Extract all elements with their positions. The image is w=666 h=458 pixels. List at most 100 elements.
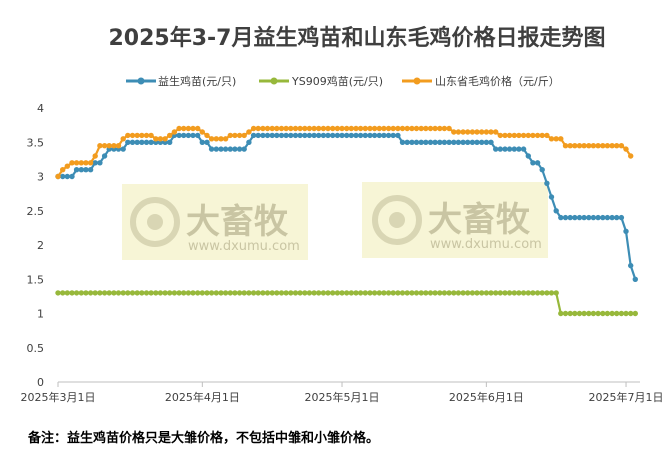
data-point-1 <box>306 290 313 296</box>
data-point-1 <box>511 290 517 296</box>
data-point-0 <box>339 132 345 139</box>
data-point-2 <box>474 129 480 135</box>
data-point-2 <box>460 129 466 135</box>
data-point-2 <box>390 125 396 132</box>
data-point-2 <box>548 136 555 142</box>
data-point-0 <box>274 132 280 139</box>
data-point-2 <box>260 125 266 132</box>
data-point-1 <box>418 290 424 296</box>
data-point-1 <box>590 310 597 317</box>
data-point-1 <box>604 310 611 317</box>
data-point-0 <box>213 146 219 152</box>
data-point-0 <box>409 139 415 145</box>
data-point-2 <box>278 125 285 132</box>
data-point-2 <box>479 129 485 135</box>
data-point-1 <box>385 290 392 296</box>
data-point-0 <box>437 139 443 145</box>
data-point-1 <box>614 310 620 317</box>
data-point-1 <box>120 290 126 296</box>
x-axis: 2025年3月1日 2025年4月1日 2025年5月1日 2025年6月1日 2025… <box>21 381 664 404</box>
data-point-2 <box>520 132 527 139</box>
data-point-0 <box>78 167 85 173</box>
y-tick-label: 3 <box>37 171 44 184</box>
data-point-2 <box>465 129 471 135</box>
data-point-0 <box>455 139 462 145</box>
data-point-0 <box>176 132 182 139</box>
data-point-0 <box>334 132 341 139</box>
data-point-1 <box>413 290 420 296</box>
data-point-2 <box>143 132 150 139</box>
data-point-2 <box>502 132 508 139</box>
data-point-2 <box>311 125 317 132</box>
data-point-0 <box>604 214 611 221</box>
data-point-0 <box>632 276 638 282</box>
data-point-2 <box>399 125 406 132</box>
data-point-2 <box>367 125 373 132</box>
y-tick-label: 4 <box>37 102 44 115</box>
data-point-1 <box>572 310 578 317</box>
data-point-0 <box>534 160 541 166</box>
data-point-1 <box>344 290 350 296</box>
data-point-1 <box>520 290 527 296</box>
data-point-1 <box>502 290 508 296</box>
data-point-0 <box>167 139 173 145</box>
y-tick-label: 2.5 <box>27 205 45 218</box>
watermark-right-sub: www.dxumu.com <box>430 237 542 252</box>
data-point-0 <box>465 139 471 145</box>
data-point-2 <box>269 125 275 132</box>
data-point-1 <box>446 290 452 296</box>
data-point-1 <box>595 310 601 317</box>
data-point-2 <box>101 143 108 149</box>
watermark-right-text: 大畜牧 <box>428 200 531 240</box>
data-point-0 <box>120 146 126 152</box>
data-point-2 <box>73 160 80 166</box>
data-point-1 <box>288 290 294 296</box>
data-point-2 <box>618 143 625 149</box>
data-point-2 <box>97 143 103 149</box>
data-point-2 <box>167 132 173 139</box>
data-point-0 <box>255 132 261 139</box>
data-point-1 <box>134 290 140 296</box>
data-point-1 <box>278 290 285 296</box>
data-point-2 <box>264 125 271 132</box>
data-point-2 <box>69 160 75 166</box>
data-point-0 <box>609 214 615 221</box>
data-point-1 <box>618 310 625 317</box>
data-point-1 <box>390 290 396 296</box>
data-point-0 <box>227 146 233 152</box>
data-point-0 <box>404 139 410 145</box>
data-point-2 <box>469 129 476 135</box>
data-point-1 <box>148 290 154 296</box>
data-point-1 <box>55 290 61 296</box>
data-point-2 <box>581 143 587 149</box>
data-point-1 <box>441 290 448 296</box>
data-point-1 <box>488 290 494 296</box>
data-point-0 <box>139 139 145 145</box>
data-point-1 <box>255 290 261 296</box>
data-point-1 <box>497 290 503 296</box>
data-point-0 <box>302 132 308 139</box>
data-point-1 <box>506 290 513 296</box>
data-point-2 <box>418 125 424 132</box>
data-point-1 <box>222 290 229 296</box>
data-point-1 <box>241 290 247 296</box>
data-point-2 <box>572 143 578 149</box>
x-tick-label: 2025年3月1日 <box>21 390 96 404</box>
data-point-2 <box>404 125 410 132</box>
data-point-0 <box>572 214 578 221</box>
data-point-1 <box>339 290 345 296</box>
series-line-1 <box>58 291 636 315</box>
data-point-2 <box>55 173 61 180</box>
data-point-0 <box>544 180 550 186</box>
data-point-2 <box>115 143 122 149</box>
y-tick-label: 1.5 <box>27 273 45 286</box>
data-point-0 <box>325 132 331 139</box>
x-tick-label: 2025年6月1日 <box>449 390 524 404</box>
data-point-2 <box>190 125 196 132</box>
data-point-2 <box>204 132 210 139</box>
data-point-1 <box>479 290 485 296</box>
data-point-2 <box>553 136 559 142</box>
data-point-1 <box>106 290 112 296</box>
data-point-2 <box>525 132 531 139</box>
data-point-2 <box>348 125 354 132</box>
